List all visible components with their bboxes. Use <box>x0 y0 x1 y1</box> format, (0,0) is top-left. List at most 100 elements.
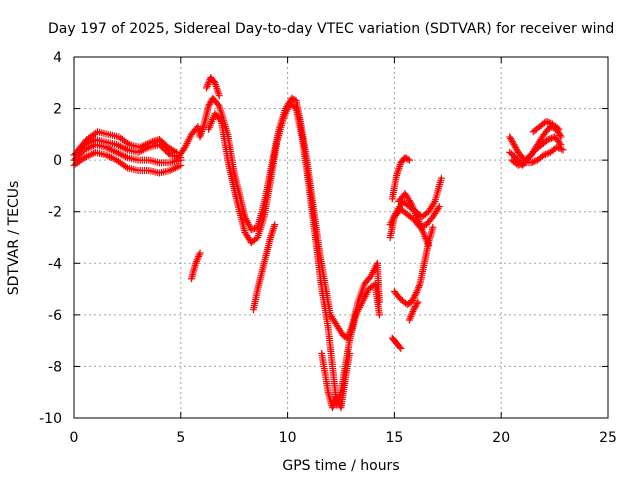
data-point <box>393 170 401 178</box>
x-tick-label: 25 <box>599 430 617 446</box>
data-point <box>545 119 553 127</box>
data-point <box>192 259 200 267</box>
data-point <box>329 402 337 410</box>
data-point <box>409 295 417 303</box>
data-point <box>412 290 420 298</box>
data-point <box>203 82 211 90</box>
data-point <box>543 150 551 158</box>
data-point <box>512 144 520 152</box>
x-tick-label: 0 <box>70 430 79 446</box>
data-point <box>72 150 80 158</box>
data-point <box>411 303 419 311</box>
data-point <box>430 199 438 207</box>
data-point <box>267 232 275 240</box>
data-point <box>394 168 402 176</box>
data-point <box>422 236 430 244</box>
data-point <box>559 146 567 154</box>
data-point <box>270 222 278 230</box>
data-point <box>271 221 279 229</box>
data-point <box>414 285 422 293</box>
data-point <box>510 141 518 149</box>
data-point <box>405 316 413 324</box>
data-point <box>210 77 218 85</box>
data-point <box>509 139 517 147</box>
data-point <box>405 156 413 164</box>
data-point <box>411 292 419 300</box>
plot-frame <box>73 56 609 419</box>
data-points <box>70 74 567 412</box>
data-point <box>202 84 210 92</box>
data-point <box>394 166 402 174</box>
data-point <box>194 254 202 262</box>
data-point <box>544 136 552 144</box>
data-point <box>421 233 429 241</box>
y-tick-label: -6 <box>48 308 62 324</box>
data-point <box>508 138 516 146</box>
data-point <box>527 159 535 167</box>
data-point <box>557 133 565 141</box>
x-tick-label: 5 <box>176 430 185 446</box>
data-point <box>407 313 415 321</box>
data-point <box>435 203 443 211</box>
data-point <box>413 300 421 308</box>
data-point <box>269 226 277 234</box>
data-point <box>205 100 213 108</box>
data-point <box>193 256 201 264</box>
data-point <box>346 350 354 358</box>
y-axis-label: SDTVAR / TECUs <box>6 181 22 296</box>
data-point <box>375 311 383 319</box>
x-axis-label: GPS time / hours <box>282 458 399 474</box>
data-point <box>406 198 414 206</box>
data-point <box>410 304 418 312</box>
y-tick-label: -8 <box>48 359 62 375</box>
data-point <box>553 124 561 132</box>
data-point <box>268 230 276 238</box>
data-point <box>546 135 554 143</box>
data-point <box>215 92 223 100</box>
data-point <box>558 145 566 153</box>
data-point <box>507 134 515 142</box>
data-point <box>214 100 222 108</box>
data-point <box>205 79 213 87</box>
y-tick-labels: -10 -8 -6 -4 -2 0 2 4 <box>39 50 62 427</box>
data-point <box>195 251 203 259</box>
data-point <box>415 282 423 290</box>
data-point <box>409 307 417 315</box>
data-point <box>513 145 521 153</box>
data-point <box>530 157 538 165</box>
data-point <box>396 343 404 351</box>
data-point <box>397 344 405 352</box>
data-point <box>406 314 414 322</box>
data-point <box>507 136 515 144</box>
data-point <box>192 258 200 266</box>
data-point <box>165 150 173 158</box>
data-point <box>415 283 423 291</box>
data-point <box>424 240 432 248</box>
data-point <box>204 81 212 89</box>
x-tick-label: 15 <box>385 430 403 446</box>
data-point <box>171 147 179 155</box>
data-point <box>555 125 563 133</box>
y-tick-label: 0 <box>53 153 62 169</box>
data-point <box>556 145 564 153</box>
data-point <box>429 223 437 231</box>
data-point <box>514 161 522 169</box>
x-tick-label: 10 <box>279 430 297 446</box>
data-point <box>517 160 525 168</box>
data-point <box>328 404 336 412</box>
data-point <box>163 148 171 156</box>
data-point <box>214 88 222 96</box>
data-point <box>556 131 564 139</box>
data-point <box>511 142 519 150</box>
data-point <box>410 293 418 301</box>
data-point <box>542 150 550 158</box>
data-point <box>423 238 431 246</box>
data-point <box>425 241 433 249</box>
data-point <box>554 144 562 152</box>
data-point <box>519 159 527 167</box>
y-tick-label: 2 <box>53 102 62 118</box>
x-tick-labels: 0 5 10 15 20 25 <box>70 430 617 446</box>
y-tick-label: -4 <box>48 256 62 272</box>
data-point <box>395 164 403 172</box>
